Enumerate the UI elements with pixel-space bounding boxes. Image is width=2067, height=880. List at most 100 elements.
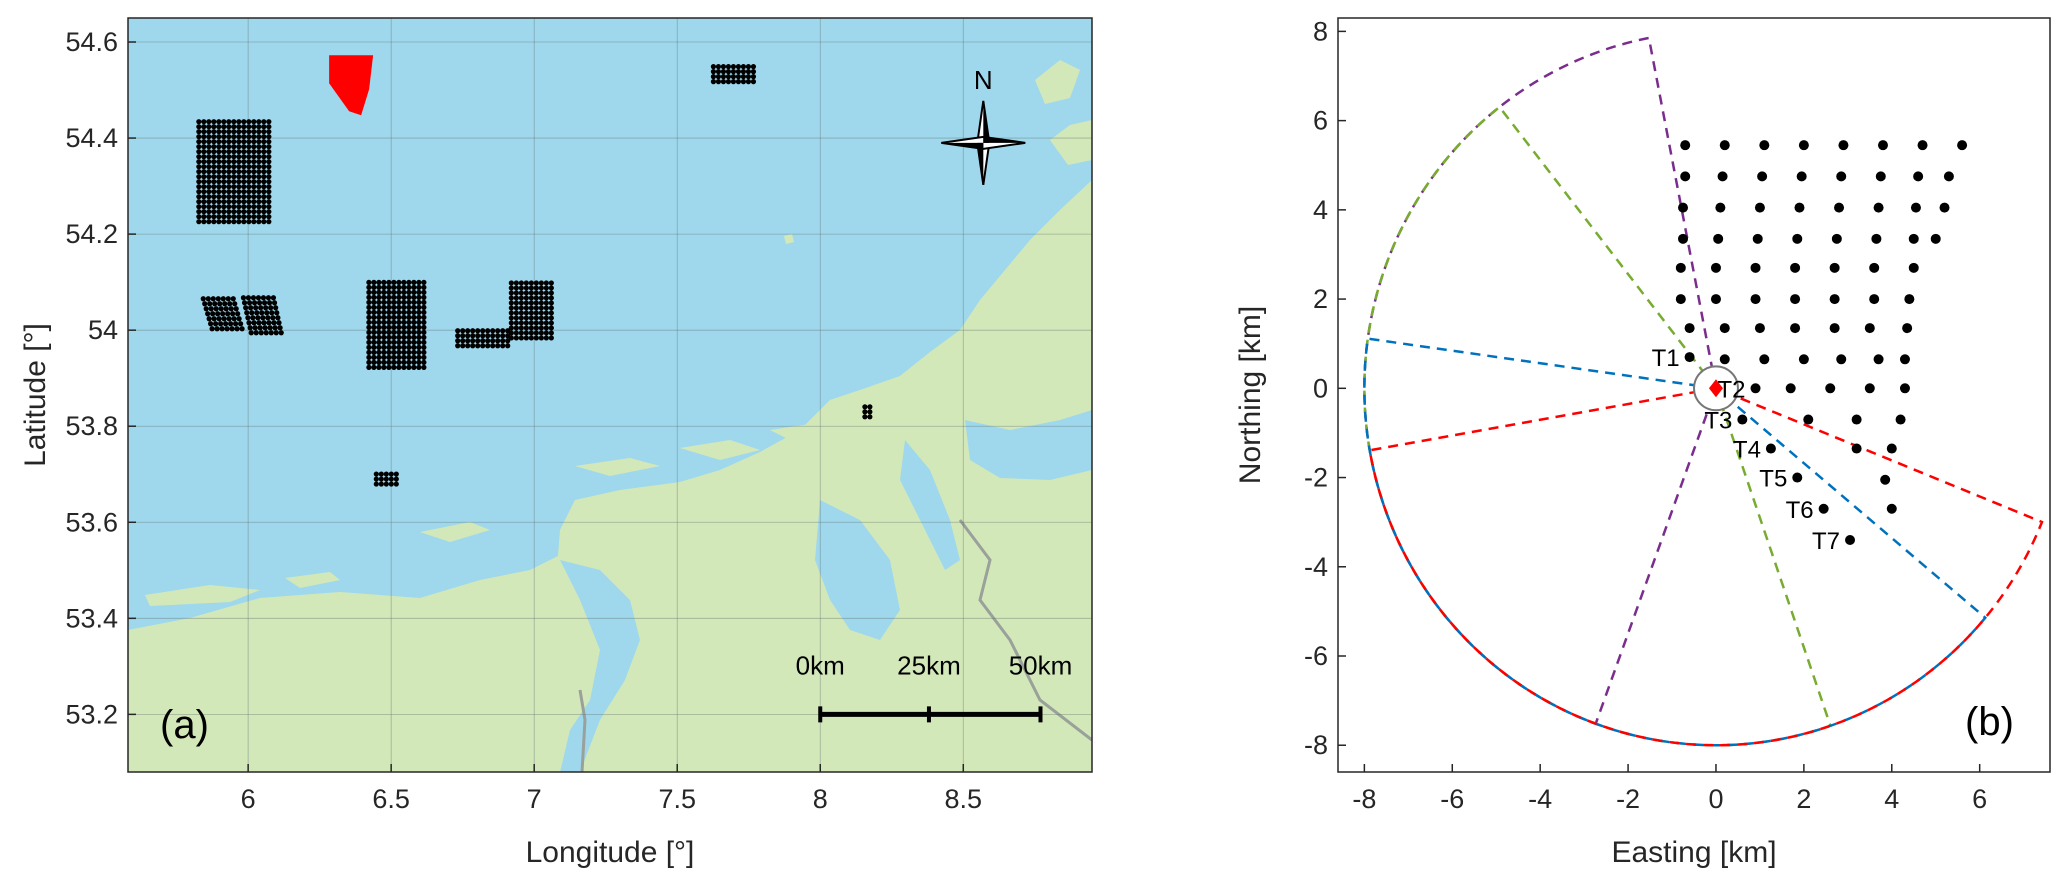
farm-turbine [735, 74, 742, 80]
farm-turbine [251, 194, 257, 200]
turbine-point [1719, 323, 1730, 334]
farm-turbine [386, 304, 392, 310]
farm-turbine [391, 349, 397, 355]
farm-turbine [386, 329, 392, 335]
turbine-point [1939, 202, 1950, 213]
farm-turbine [381, 334, 387, 340]
farm-turbine [396, 344, 402, 350]
farm-turbine [421, 284, 427, 290]
farm-turbine [548, 320, 554, 326]
farm-turbine [528, 335, 534, 341]
farm-turbine [206, 194, 212, 200]
farm-turbine [371, 279, 377, 285]
farm-turbine [376, 324, 382, 330]
y-tick-label: -2 [1304, 463, 1328, 493]
turbine-point [1829, 323, 1840, 334]
farm-turbine [376, 279, 382, 285]
farm-turbine [236, 214, 242, 220]
farm-turbine [239, 326, 245, 332]
turbine-point [1790, 323, 1801, 334]
farm-turbine [416, 284, 422, 290]
farm-turbine [258, 305, 264, 311]
farm-turbine [543, 285, 549, 291]
farm-turbine [391, 289, 397, 295]
farm-turbine [548, 290, 554, 296]
farm-turbine [266, 300, 273, 306]
turbine-point [1899, 383, 1910, 394]
farm-turbine [376, 319, 382, 325]
farm-turbine [518, 325, 524, 331]
turbine-label: T2 [1718, 376, 1746, 403]
farm-turbine [475, 338, 481, 344]
farm-turbine [266, 169, 272, 175]
farm-turbine [231, 194, 237, 200]
farm-turbine [261, 169, 267, 175]
farm-turbine [256, 209, 262, 215]
farm-turbine [241, 139, 247, 145]
farm-turbine [538, 300, 544, 306]
farm-turbine [465, 343, 471, 349]
farm-turbine [421, 334, 427, 340]
farm-turbine [406, 294, 412, 300]
farm-turbine [221, 199, 227, 205]
farm-turbine [206, 169, 212, 175]
farm-turbine [236, 129, 242, 135]
farm-turbine [533, 300, 539, 306]
farm-turbine [265, 315, 271, 321]
farm-turbine [201, 129, 207, 135]
farm-turbine [396, 314, 402, 320]
farm-turbine [266, 214, 272, 220]
farm-turbine [241, 219, 247, 225]
farm-area [329, 55, 374, 116]
farm-turbine [266, 209, 272, 215]
farm-turbine [215, 311, 221, 317]
farm-turbine [252, 325, 258, 331]
farm-turbine [396, 334, 402, 340]
farm-turbine [406, 329, 412, 335]
turbine-point-t3 [1737, 414, 1748, 425]
turbine-point [1908, 233, 1919, 244]
farm-turbine [221, 144, 227, 150]
farm-turbine [275, 315, 281, 321]
y-tick-label: 54.6 [65, 27, 118, 57]
farm-turbine [538, 290, 544, 296]
farm-turbine [266, 129, 272, 135]
farm-turbine [266, 119, 272, 125]
farm-turbine [505, 338, 511, 344]
turbine-point [1684, 323, 1695, 334]
farm-turbine [196, 119, 202, 125]
farm-turbine [216, 184, 222, 190]
turbine-point [1710, 262, 1721, 273]
panel-a-ylabel: Latitude [°] [19, 323, 52, 467]
farm-turbine [263, 305, 269, 311]
turbine-point [1825, 383, 1836, 394]
farm-turbine [211, 199, 217, 205]
farm-turbine [216, 134, 222, 140]
turbine-point [1719, 354, 1730, 365]
turbine-point-t6 [1818, 503, 1829, 514]
farm-turbine [710, 79, 717, 85]
farm-turbine [251, 174, 257, 180]
turbine-point-t7 [1845, 535, 1856, 545]
panel-a-ticks: 6 6.5 7 7.5 8 8.5 53.2 53.4 53.6 53.8 54 54.2 54.4 54… [65, 27, 982, 814]
farm-turbine [206, 129, 212, 135]
farm-turbine [196, 139, 202, 145]
farm-turbine [538, 280, 544, 286]
farm-turbine [508, 325, 514, 331]
turbine-point [1913, 171, 1924, 182]
farm-turbine [391, 364, 397, 370]
panel-b-ticks: -8 -6 -4 -2 0 2 4 6 -8 -6 -4 -2 0 2 4 6 8 [1304, 16, 1987, 814]
farm-turbine [221, 129, 227, 135]
farm-turbine [251, 149, 257, 155]
turbine-point [1957, 140, 1968, 151]
farm-turbine [411, 299, 417, 305]
farm-turbine [210, 311, 216, 317]
farm-turbine [256, 139, 262, 145]
farm-turbine [224, 326, 230, 332]
farm-turbine [381, 294, 387, 300]
panel-b-xlabel: Easting [km] [1611, 836, 1776, 869]
farm-turbine [221, 164, 227, 170]
farm-turbine [548, 295, 554, 301]
farm-turbine [241, 174, 247, 180]
farm-turbine [416, 329, 422, 335]
